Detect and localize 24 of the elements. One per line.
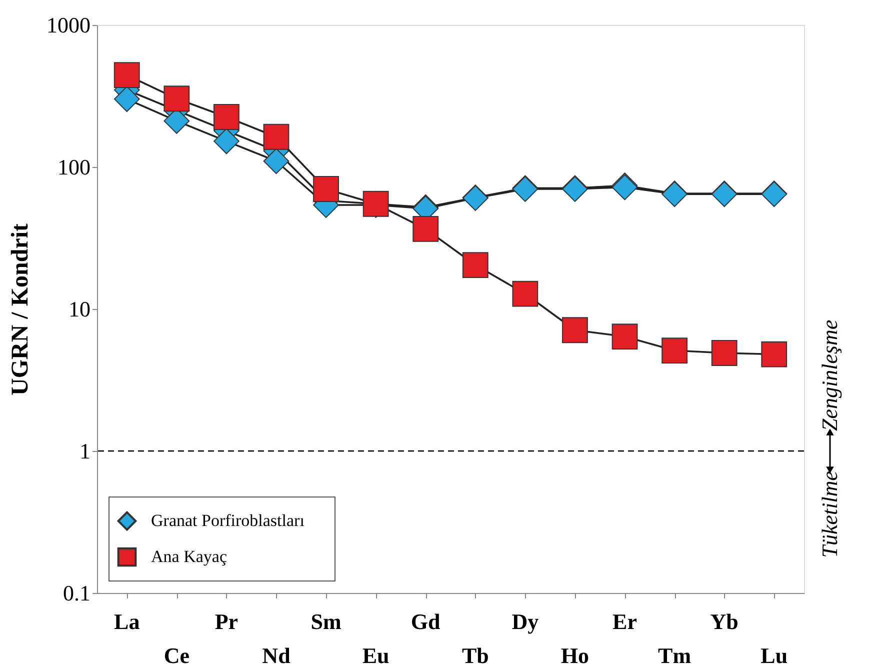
y-tick-label: 1000 bbox=[46, 12, 90, 38]
x-tick-label: Lu bbox=[760, 643, 788, 668]
text: Tüketilme bbox=[817, 470, 842, 558]
text: Zenginleşme bbox=[817, 320, 842, 431]
x-tick-label: Gd bbox=[410, 609, 440, 634]
x-tick-label: Tm bbox=[658, 643, 692, 668]
x-tick-label: Sm bbox=[310, 609, 342, 634]
x-tick-label: Nd bbox=[262, 643, 290, 668]
x-tick-label: Pr bbox=[214, 609, 238, 634]
x-tick-label: Ce bbox=[164, 643, 190, 668]
x-tick-label: La bbox=[114, 609, 140, 634]
y-tick-label: 100 bbox=[58, 154, 90, 180]
x-tick-label: Dy bbox=[512, 609, 539, 634]
y-tick-label: 1 bbox=[80, 438, 90, 464]
legend-label: Granat Porfiroblastları bbox=[151, 511, 305, 530]
x-tick-label: Yb bbox=[710, 609, 738, 634]
y-tick-label: 10 bbox=[68, 296, 90, 322]
y-tick-label: 0.1 bbox=[63, 580, 90, 606]
x-tick-label: Tb bbox=[462, 643, 489, 668]
x-tick-label: Er bbox=[612, 609, 638, 634]
x-tick-label: Eu bbox=[362, 643, 390, 668]
legend-label: Ana Kayaç bbox=[151, 547, 228, 566]
x-tick-label: Ho bbox=[560, 643, 590, 668]
y-axis-title: UGRN / Kondrit bbox=[8, 223, 34, 396]
